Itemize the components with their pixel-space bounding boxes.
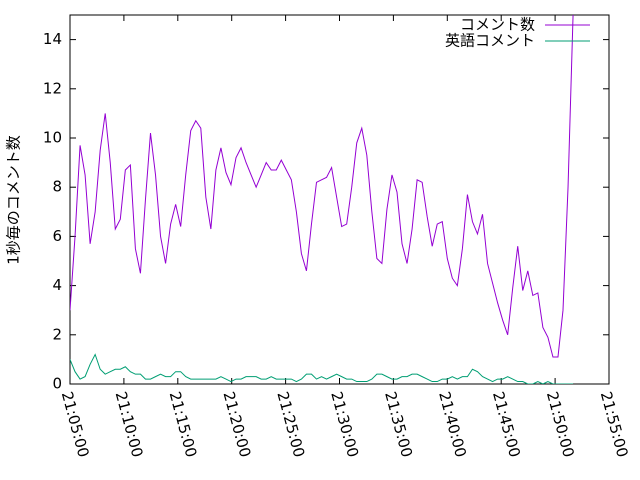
y-tick-label: 0: [52, 375, 62, 393]
x-tick-label: 21:25:00: [273, 390, 308, 460]
x-tick-label: 21:15:00: [166, 390, 201, 460]
series-line: [70, 15, 574, 358]
x-tick-label: 21:55:00: [597, 390, 632, 460]
y-tick-label: 8: [52, 178, 62, 196]
y-tick-label: 14: [43, 30, 62, 48]
x-tick-label: 21:45:00: [489, 390, 524, 460]
x-tick-label: 21:40:00: [435, 390, 470, 460]
y-axis-label: 1秒毎のコメント数: [5, 135, 23, 265]
x-tick-label: 21:10:00: [112, 390, 147, 460]
legend-label: コメント数: [460, 16, 535, 34]
y-tick-label: 12: [43, 79, 62, 97]
y-tick-label: 2: [52, 325, 62, 343]
y-tick-label: 6: [52, 227, 62, 245]
series-line: [70, 353, 574, 384]
legend-label: 英語コメント: [445, 32, 535, 50]
plot-border: [69, 14, 610, 385]
y-tick-label: 10: [43, 129, 62, 147]
x-tick-label: 21:30:00: [327, 390, 362, 460]
x-tick-label: 21:35:00: [381, 390, 416, 460]
x-tick-label: 21:20:00: [219, 390, 254, 460]
x-tick-label: 21:50:00: [543, 390, 578, 460]
y-tick-label: 4: [52, 276, 62, 294]
x-tick-label: 21:05:00: [58, 390, 93, 460]
